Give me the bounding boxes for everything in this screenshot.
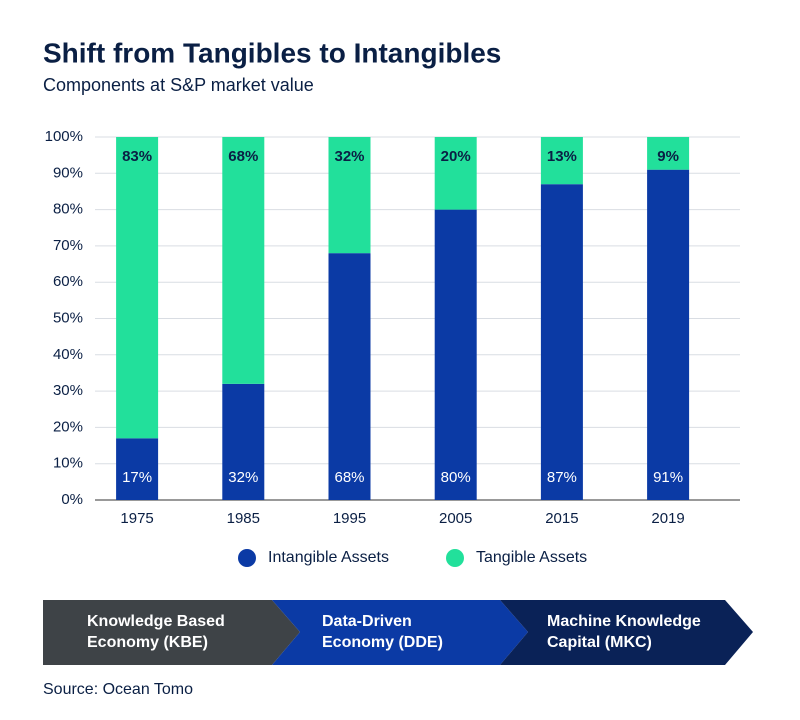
value-label: 68% [228, 148, 258, 165]
banner-text: Data-Driven [322, 613, 412, 630]
bar-segment [328, 253, 371, 500]
legend-label: Intangible Assets [268, 549, 389, 566]
y-tick-label: 50% [53, 309, 83, 326]
banner-segment [500, 600, 753, 665]
banner-text: Economy (KBE) [87, 634, 208, 651]
bar-segment [540, 137, 583, 185]
value-label: 32% [334, 148, 364, 165]
banner-text: Capital (MKC) [547, 634, 652, 651]
value-label: 17% [122, 469, 152, 486]
source: Source: Ocean Tomo [43, 681, 193, 698]
value-label: 9% [657, 148, 679, 165]
bar-segment [540, 184, 583, 500]
banner-segment [43, 600, 300, 665]
bar-segment [328, 137, 371, 254]
y-tick-label: 70% [53, 237, 83, 254]
banner-text: Economy (DDE) [322, 634, 443, 651]
y-tick-label: 30% [53, 382, 83, 399]
bar-segment [647, 137, 690, 170]
y-tick-label: 40% [53, 346, 83, 363]
y-tick-label: 60% [53, 273, 83, 290]
bar-segment [222, 383, 265, 500]
y-tick-label: 20% [53, 418, 83, 435]
legend-label: Tangible Assets [476, 549, 587, 566]
banner-text: Machine Knowledge [547, 613, 701, 630]
value-label: 13% [547, 148, 577, 165]
y-tick-label: 10% [53, 455, 83, 472]
bar-segment [434, 209, 477, 500]
x-tick-label: 2015 [545, 510, 578, 527]
y-tick-label: 90% [53, 164, 83, 181]
value-label: 91% [653, 469, 683, 486]
value-label: 87% [547, 469, 577, 486]
legend-swatch [446, 549, 464, 567]
banner-segment [272, 600, 528, 665]
value-label: 68% [334, 469, 364, 486]
chart-subtitle: Components at S&P market value [43, 75, 314, 95]
bar-segment [116, 137, 159, 439]
bar-segment [434, 137, 477, 210]
legend-swatch [238, 549, 256, 567]
y-tick-label: 100% [45, 128, 83, 145]
bar-segment [116, 438, 159, 500]
value-label: 20% [441, 148, 471, 165]
chart-title: Shift from Tangibles to Intangibles [43, 37, 501, 68]
x-tick-label: 2005 [439, 510, 472, 527]
y-tick-label: 0% [61, 491, 83, 508]
bar-segment [222, 137, 265, 384]
y-tick-label: 80% [53, 201, 83, 218]
value-label: 32% [228, 469, 258, 486]
bar-segment [647, 169, 690, 501]
x-tick-label: 2019 [651, 510, 684, 527]
x-tick-label: 1985 [227, 510, 260, 527]
value-label: 83% [122, 148, 152, 165]
x-tick-label: 1975 [120, 510, 153, 527]
x-tick-label: 1995 [333, 510, 366, 527]
value-label: 80% [441, 469, 471, 486]
banner-text: Knowledge Based [87, 613, 225, 630]
